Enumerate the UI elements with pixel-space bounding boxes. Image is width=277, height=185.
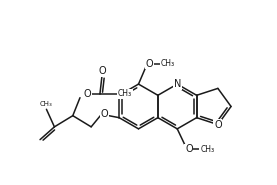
Text: CH₃: CH₃ — [200, 145, 214, 154]
Text: O: O — [98, 66, 106, 76]
Text: O: O — [185, 144, 193, 154]
Text: CH₃: CH₃ — [40, 101, 53, 107]
Text: N: N — [174, 79, 181, 89]
Text: O: O — [83, 89, 91, 99]
Text: CH₃: CH₃ — [118, 89, 132, 98]
Text: CH₃: CH₃ — [161, 59, 175, 68]
Text: O: O — [145, 59, 153, 69]
Text: O: O — [101, 109, 108, 119]
Text: O: O — [214, 120, 222, 130]
